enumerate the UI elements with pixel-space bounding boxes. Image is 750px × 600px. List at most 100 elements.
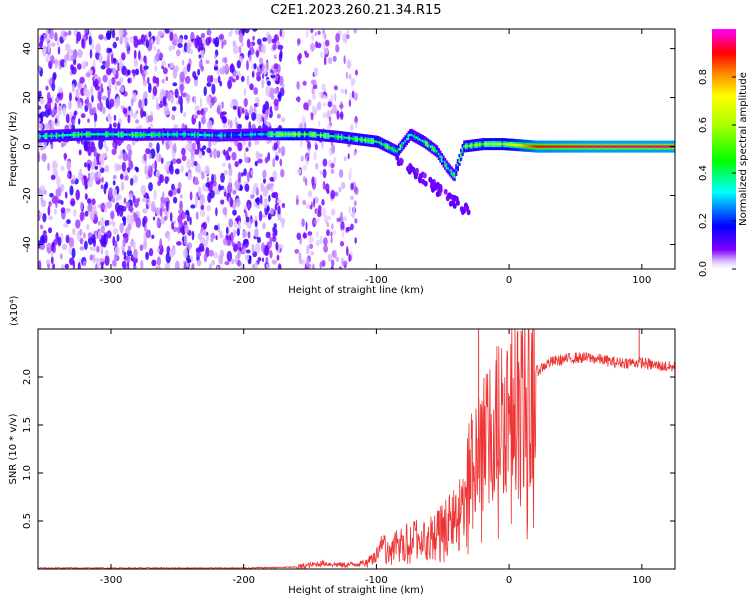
noise-speck — [206, 75, 212, 84]
ridge-core — [141, 133, 144, 136]
noise-speck — [186, 158, 192, 170]
ridge-core — [625, 145, 628, 148]
ridge-core — [186, 133, 189, 136]
noise-speck — [243, 97, 248, 108]
noise-speck — [51, 121, 56, 127]
ridge-core — [157, 133, 160, 136]
ridge-core — [192, 133, 195, 136]
noise-speck — [150, 201, 156, 212]
noise-speck — [113, 114, 117, 121]
noise-speck — [270, 207, 274, 215]
ridge-core — [248, 133, 251, 136]
ridge-core — [106, 133, 109, 136]
noise-speck — [240, 75, 245, 82]
ridge-core — [235, 133, 238, 137]
ridge-core — [307, 133, 310, 136]
noise-speck — [57, 46, 61, 55]
noise-speck — [409, 165, 414, 171]
noise-speck — [113, 253, 117, 263]
ridge-core — [160, 133, 163, 136]
noise-speck — [313, 219, 317, 225]
ridge-core — [116, 133, 119, 136]
noise-speck — [222, 123, 228, 129]
noise-speck — [141, 98, 145, 109]
noise-speck — [174, 88, 179, 99]
noise-speck — [148, 142, 153, 148]
noise-speck — [40, 195, 43, 203]
noise-speck — [307, 231, 313, 236]
noise-speck — [330, 189, 336, 200]
noise-speck — [200, 42, 204, 51]
ridge-core — [573, 145, 576, 148]
noise-speck — [296, 81, 300, 90]
noise-speck — [279, 158, 283, 167]
ridge-core — [665, 145, 668, 148]
ridge-core — [405, 137, 409, 141]
noise-speck — [178, 95, 181, 105]
noise-speck — [230, 29, 233, 35]
noise-speck — [273, 141, 278, 150]
ridge-core — [518, 144, 522, 147]
noise-speck — [347, 153, 350, 160]
noise-speck — [249, 83, 254, 91]
noise-speck — [310, 251, 314, 256]
ridge-core — [431, 146, 434, 150]
noise-speck — [119, 208, 124, 217]
noise-speck — [97, 103, 100, 111]
noise-speck — [162, 96, 167, 106]
noise-speck — [64, 60, 67, 68]
noise-speck — [246, 171, 250, 183]
noise-speck — [121, 161, 127, 172]
noise-speck — [322, 168, 327, 179]
noise-speck — [152, 75, 157, 84]
noise-speck — [84, 210, 89, 217]
ridge-core — [644, 145, 647, 148]
ridge-core — [130, 133, 133, 136]
noise-speck — [113, 122, 117, 128]
noise-speck — [54, 118, 58, 124]
noise-speck — [85, 72, 91, 78]
noise-speck — [298, 259, 303, 265]
noise-speck — [262, 169, 267, 180]
ridge-core — [533, 145, 536, 148]
noise-speck — [273, 54, 277, 60]
ridge-core — [46, 134, 49, 138]
noise-speck — [81, 38, 85, 49]
noise-speck — [112, 41, 118, 49]
noise-speck — [191, 230, 195, 241]
noise-speck — [269, 250, 273, 259]
noise-speck — [331, 223, 334, 231]
noise-speck — [153, 189, 157, 201]
ridge-core — [73, 133, 76, 136]
snr-series-line — [38, 329, 675, 569]
noise-speck — [302, 80, 307, 86]
noise-speck — [343, 215, 347, 222]
ridge-core — [590, 145, 593, 148]
ridge-core — [549, 145, 552, 148]
noise-speck — [79, 228, 83, 236]
ridge-core — [211, 134, 214, 137]
ridge-core — [608, 145, 611, 148]
ridge-core — [563, 145, 566, 148]
ridge-core — [339, 135, 342, 139]
noise-speck — [447, 192, 452, 199]
noise-speck — [263, 67, 267, 75]
noise-speck — [354, 92, 358, 99]
noise-speck — [355, 121, 358, 129]
y-tick-label: 0 — [22, 143, 33, 149]
noise-speck — [304, 177, 308, 186]
noise-speck — [238, 45, 242, 54]
ridge-core — [490, 142, 493, 146]
ridge-core — [52, 134, 55, 137]
noise-speck — [220, 172, 225, 183]
ridge-core — [176, 133, 179, 136]
noise-speck — [53, 195, 59, 204]
noise-speck — [183, 34, 188, 40]
ridge-core — [256, 133, 259, 136]
noise-speck — [343, 156, 347, 162]
ridge-core — [303, 133, 307, 136]
noise-speck — [51, 95, 54, 105]
ridge-core — [452, 173, 455, 176]
noise-speck — [61, 142, 64, 148]
noise-speck — [339, 111, 344, 120]
